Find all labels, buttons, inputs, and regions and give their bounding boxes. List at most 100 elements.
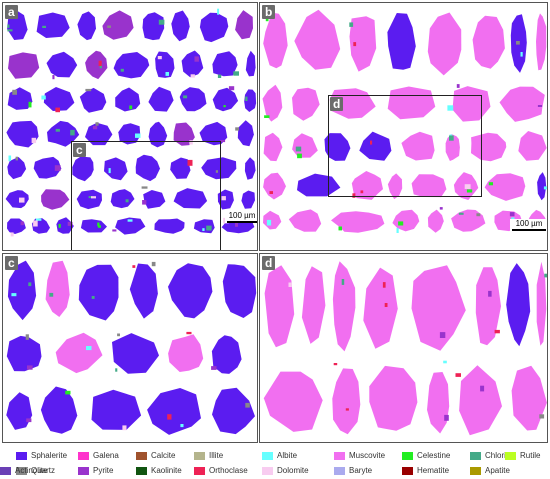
legend-label: Actinolite bbox=[15, 466, 48, 475]
panel-label-c: c bbox=[5, 256, 18, 270]
mineral-speck bbox=[194, 56, 199, 62]
mineral-grain bbox=[110, 189, 135, 209]
mineral-speck bbox=[186, 331, 192, 335]
mineral-speck bbox=[266, 219, 272, 226]
mineral-speck bbox=[27, 365, 33, 370]
mineral-grain bbox=[263, 132, 283, 162]
mineral-grain bbox=[154, 218, 185, 234]
mineral-speck bbox=[35, 218, 42, 221]
mineral-grain bbox=[359, 131, 392, 161]
mineral-grain bbox=[212, 51, 238, 77]
mineral-speck bbox=[488, 290, 492, 297]
legend-swatch bbox=[78, 451, 89, 460]
mineral-grain bbox=[5, 190, 29, 209]
mineral-speck bbox=[157, 56, 162, 60]
mineral-speck bbox=[28, 282, 32, 287]
mineral-grain bbox=[297, 173, 341, 197]
mineral-grain bbox=[148, 86, 174, 112]
legend-swatch bbox=[470, 466, 481, 475]
mineral-speck bbox=[245, 402, 250, 408]
mineral-grain bbox=[212, 87, 239, 112]
mineral-speck bbox=[135, 133, 141, 138]
mineral-grain bbox=[459, 365, 502, 436]
mineral-grain bbox=[173, 188, 208, 209]
mineral-speck bbox=[41, 95, 46, 100]
inset-label-d: d bbox=[330, 97, 344, 111]
mineral-grain bbox=[241, 190, 255, 209]
mineral-speck bbox=[466, 189, 473, 193]
mineral-grain bbox=[401, 131, 435, 161]
mineral-grain bbox=[292, 87, 320, 121]
mineral-grain bbox=[363, 267, 398, 349]
mineral-grain bbox=[36, 12, 70, 38]
mineral-speck bbox=[70, 129, 75, 136]
mineral-grain bbox=[212, 387, 255, 435]
mineral-speck bbox=[85, 88, 92, 92]
mineral-speck bbox=[19, 197, 25, 203]
mineral-speck bbox=[91, 196, 96, 199]
mineral-grain bbox=[6, 392, 33, 430]
mineral-grain bbox=[113, 52, 150, 79]
mineral-speck bbox=[439, 207, 443, 210]
mineral-grain bbox=[471, 132, 507, 162]
mineral-grain bbox=[264, 265, 295, 348]
mineral-grain bbox=[351, 171, 383, 200]
legend-item-muscovite: Muscovite bbox=[334, 450, 385, 462]
mineral-grain bbox=[85, 50, 108, 80]
mineral-speck bbox=[12, 89, 17, 95]
mineral-grain bbox=[199, 121, 228, 146]
mineral-grain bbox=[237, 120, 254, 147]
mineral-speck bbox=[295, 146, 302, 152]
mineral-speck bbox=[10, 232, 14, 237]
mineral-speck bbox=[206, 225, 212, 231]
mineral-grain bbox=[369, 365, 418, 431]
mineral-speck bbox=[91, 296, 95, 299]
mineral-speck bbox=[86, 346, 92, 351]
scale-bar-b: 100 µm bbox=[510, 219, 547, 231]
legend-swatch bbox=[402, 451, 413, 460]
mineral-grain bbox=[387, 13, 416, 70]
mineral-speck bbox=[92, 125, 98, 130]
legend-item-sphalerite: Sphalerite bbox=[16, 450, 67, 462]
mineral-speck bbox=[398, 221, 404, 226]
mineral-grain bbox=[135, 154, 160, 182]
mineral-grain bbox=[244, 157, 256, 180]
mineral-grain bbox=[292, 133, 318, 158]
mineral-speck bbox=[269, 191, 273, 194]
legend-label: Celestine bbox=[417, 451, 451, 460]
mineral-speck bbox=[464, 184, 471, 189]
legend-swatch bbox=[402, 466, 413, 475]
mineral-grain bbox=[115, 217, 146, 235]
legend-item-actinolite: Actinolite bbox=[0, 465, 47, 477]
legend-label: Sphalerite bbox=[31, 451, 68, 460]
mineral-grain bbox=[263, 12, 288, 69]
mineral-grain bbox=[77, 11, 96, 41]
mineral-speck bbox=[221, 196, 226, 201]
mineral-grain bbox=[475, 267, 501, 346]
mineral-speck bbox=[55, 107, 60, 113]
mineral-speck bbox=[11, 293, 17, 297]
mineral-grain bbox=[168, 263, 213, 319]
mineral-grain bbox=[263, 371, 323, 432]
mineral-speck bbox=[129, 105, 133, 110]
mineral-speck bbox=[382, 282, 386, 288]
legend-item-calcite: Calcite bbox=[136, 450, 175, 462]
mineral-grain bbox=[45, 260, 70, 317]
mineral-speck bbox=[509, 212, 515, 217]
mineral-speck bbox=[539, 414, 545, 419]
mineral-speck bbox=[494, 329, 500, 334]
mineral-speck bbox=[217, 74, 222, 78]
legend-swatch bbox=[136, 466, 147, 475]
mineral-grain bbox=[506, 263, 531, 347]
mineral-grain bbox=[427, 209, 444, 233]
mineral-grain bbox=[78, 264, 119, 321]
mineral-grain bbox=[6, 335, 42, 372]
mineral-speck bbox=[333, 363, 338, 366]
mineral-speck bbox=[67, 221, 73, 226]
mineral-grain bbox=[387, 173, 403, 200]
mineral-grain bbox=[472, 15, 505, 69]
panel-b: b d 100 µm bbox=[259, 2, 548, 251]
mineral-speck bbox=[370, 140, 373, 145]
mineral-grain bbox=[179, 87, 207, 112]
panel-d: d bbox=[259, 253, 548, 443]
